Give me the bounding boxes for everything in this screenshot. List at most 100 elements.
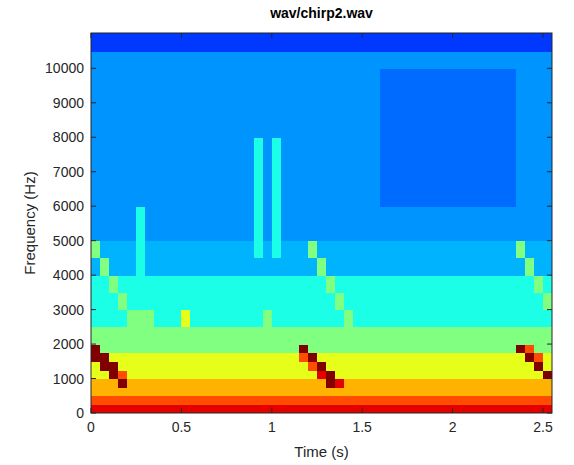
cell — [181, 292, 191, 310]
cell — [471, 292, 481, 310]
cell — [543, 344, 552, 353]
cell — [525, 33, 535, 52]
cell — [353, 370, 363, 379]
cell — [91, 370, 101, 379]
cell — [425, 258, 435, 276]
cell — [218, 404, 228, 413]
cell — [344, 370, 354, 379]
cell — [471, 137, 481, 172]
cell — [109, 387, 119, 396]
cell — [380, 292, 390, 310]
cell — [308, 172, 318, 207]
x-tick-label: 1.5 — [352, 419, 372, 435]
cell — [453, 258, 463, 276]
cell — [525, 241, 535, 259]
cell — [498, 33, 508, 52]
cell — [534, 292, 544, 310]
cell — [100, 396, 110, 405]
cell — [109, 51, 119, 69]
cell — [254, 172, 264, 207]
cell — [371, 275, 381, 293]
cell — [507, 292, 517, 310]
cell — [489, 51, 499, 69]
cell — [389, 344, 399, 353]
cell — [416, 258, 426, 276]
cell — [163, 344, 173, 353]
cell — [236, 344, 246, 353]
y-tick-label: 0 — [76, 405, 84, 421]
cell — [100, 361, 110, 370]
y-tick — [91, 102, 96, 103]
cell — [434, 68, 444, 103]
cell — [462, 327, 472, 345]
cell — [245, 137, 255, 172]
cell — [272, 206, 282, 241]
cell — [453, 172, 463, 207]
cell — [489, 361, 499, 370]
axes-frame — [91, 33, 552, 413]
cell — [127, 396, 137, 405]
cell — [163, 353, 173, 362]
cell — [480, 370, 490, 379]
cell — [362, 137, 372, 172]
cell — [118, 379, 128, 388]
cell — [190, 241, 200, 259]
cell — [272, 353, 282, 362]
cell — [444, 172, 454, 207]
cell — [145, 258, 155, 276]
cell — [534, 396, 544, 405]
cell — [317, 137, 327, 172]
cell — [236, 241, 246, 259]
cell — [462, 404, 472, 413]
cell — [516, 206, 526, 241]
cell — [471, 33, 481, 52]
cell — [525, 370, 535, 379]
cell — [209, 51, 219, 69]
cell — [407, 51, 417, 69]
cell — [317, 33, 327, 52]
cell — [91, 396, 101, 405]
y-tick-label: 1000 — [53, 371, 84, 387]
cell — [190, 387, 200, 396]
cell — [498, 353, 508, 362]
cell — [172, 404, 182, 413]
cell — [218, 379, 228, 388]
cell — [145, 137, 155, 172]
cell — [290, 68, 300, 103]
cell — [398, 353, 408, 362]
cell — [462, 206, 472, 241]
cell — [462, 353, 472, 362]
cell — [434, 370, 444, 379]
x-tick-label: 2.5 — [533, 419, 553, 435]
cell — [272, 379, 282, 388]
cell — [416, 379, 426, 388]
cell — [471, 103, 481, 138]
cell — [209, 68, 219, 103]
cell — [362, 379, 372, 388]
x-tick-label: 1 — [268, 419, 276, 435]
cell — [462, 344, 472, 353]
cell — [380, 206, 390, 241]
cell — [91, 275, 101, 293]
cell — [534, 310, 544, 328]
cell — [462, 33, 472, 52]
cell — [272, 275, 282, 293]
cell — [444, 68, 454, 103]
chart: 00.511.522.50100020003000400050006000700… — [0, 0, 574, 465]
cell — [498, 327, 508, 345]
cell — [371, 206, 381, 241]
cell — [462, 258, 472, 276]
cell — [380, 370, 390, 379]
cell — [100, 310, 110, 328]
cell — [145, 404, 155, 413]
cell — [227, 33, 237, 52]
cell — [353, 241, 363, 259]
cell — [254, 396, 264, 405]
cell — [335, 396, 345, 405]
cell — [299, 137, 309, 172]
cell — [181, 241, 191, 259]
cell — [209, 206, 219, 241]
cell — [326, 275, 336, 293]
cell — [389, 404, 399, 413]
cell — [145, 310, 155, 328]
